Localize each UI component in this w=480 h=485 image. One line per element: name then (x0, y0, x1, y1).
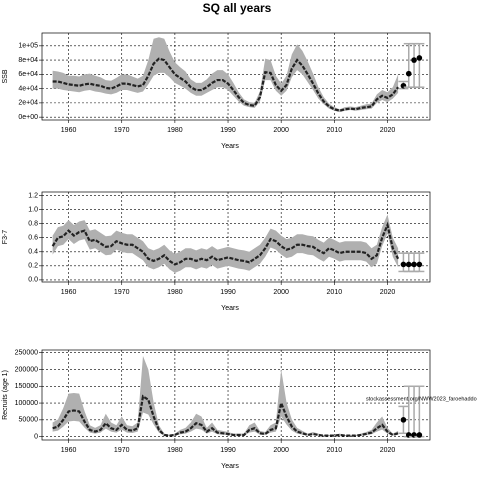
x-axis-label: Years (221, 305, 239, 312)
x-axis-label: Years (221, 463, 239, 470)
x-tick-label: 1960 (61, 289, 77, 296)
y-tick-label: 250000 (15, 350, 38, 357)
y-axis-label: Recruits (age 1) (2, 370, 9, 420)
forecast-point (405, 70, 412, 77)
plot-frame (41, 349, 431, 441)
chart-title: SQ all years (203, 1, 272, 15)
forecast-point (416, 261, 423, 268)
x-tick-label: 2020 (380, 289, 396, 296)
x-tick-label: 2010 (327, 127, 343, 134)
x-tick-label: 1990 (220, 289, 236, 296)
forecast-point (400, 417, 407, 423)
x-tick-label: 2000 (273, 127, 289, 134)
forecast-point (411, 261, 417, 268)
x-tick-label: 1960 (61, 127, 77, 134)
y-tick-label: 200000 (15, 366, 38, 373)
x-tick-label: 1980 (167, 447, 183, 454)
forecast-point (411, 57, 417, 63)
x-tick-label: 1990 (220, 127, 236, 134)
estimate-line (51, 221, 400, 266)
x-tick-label: 1990 (220, 447, 236, 454)
annotation: stockassessment.org/NWW2023_faroehaddo (366, 396, 477, 402)
y-tick-label: 0e+00 (18, 114, 38, 121)
forecast-point (405, 261, 412, 268)
y-axis-label: F3-7 (2, 230, 9, 245)
y-tick-label: 1e+05 (18, 43, 38, 50)
y-tick-label: 2e+04 (18, 100, 38, 107)
y-tick-label: 100000 (15, 400, 38, 407)
x-tick-label: 2020 (380, 447, 396, 454)
y-tick-label: 8e+04 (18, 57, 38, 64)
x-tick-label: 1960 (61, 447, 77, 454)
confidence-band (52, 37, 399, 113)
y-axis-label: SSB (2, 69, 9, 83)
x-tick-label: 1970 (114, 127, 130, 134)
x-tick-label: 1980 (167, 289, 183, 296)
y-tick-label: 0 (34, 433, 38, 440)
plot-frame (41, 32, 431, 121)
x-tick-label: 2000 (273, 447, 289, 454)
y-tick-label: 1.2 (28, 192, 38, 199)
y-tick-label: 0.0 (28, 277, 38, 284)
y-tick-label: 0.8 (28, 220, 38, 227)
y-tick-label: 50000 (19, 417, 39, 424)
y-tick-label: 6e+04 (18, 71, 38, 78)
x-tick-label: 1970 (114, 447, 130, 454)
y-tick-label: 1.0 (28, 206, 38, 213)
y-tick-label: 0.6 (28, 235, 38, 242)
estimate-line (52, 57, 399, 112)
x-tick-label: 2010 (327, 289, 343, 296)
y-tick-label: 0.2 (28, 263, 38, 270)
y-tick-label: 150000 (15, 383, 38, 390)
forecast-point (416, 432, 423, 438)
x-axis-label: Years (221, 143, 239, 150)
confidence-band (52, 214, 399, 273)
x-tick-label: 1970 (114, 289, 130, 296)
x-tick-label: 2010 (327, 447, 343, 454)
x-tick-label: 2000 (273, 289, 289, 296)
forecast-point (400, 261, 407, 268)
plot-frame (41, 191, 431, 283)
estimate-line (52, 394, 399, 437)
forecast-point (416, 55, 423, 61)
x-tick-label: 1980 (167, 127, 183, 134)
y-tick-label: 0.4 (28, 249, 38, 256)
y-tick-label: 4e+04 (18, 85, 38, 92)
x-tick-label: 2020 (380, 127, 396, 134)
